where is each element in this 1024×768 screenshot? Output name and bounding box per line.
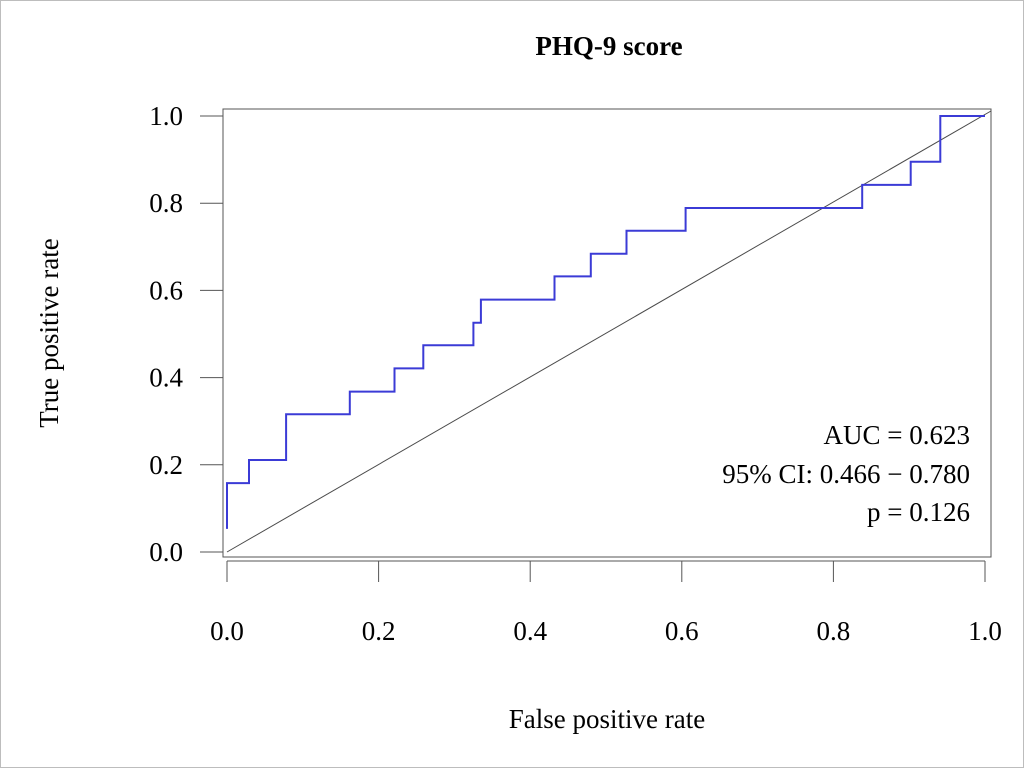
x-tick-label: 0.2	[362, 616, 396, 646]
plot-area-border	[222, 108, 992, 558]
chart-title: PHQ-9 score	[535, 31, 682, 61]
y-tick-label: 0.4	[149, 363, 183, 393]
p-value-annotation: p = 0.126	[867, 497, 970, 527]
y-tick-label: 1.0	[149, 101, 183, 131]
x-tick-label: 0.6	[665, 616, 699, 646]
auc-annotation: AUC = 0.623	[824, 420, 970, 450]
roc-curve	[226, 115, 985, 529]
y-tick-label: 0.2	[149, 450, 183, 480]
y-tick-label: 0.8	[149, 188, 183, 218]
x-tick-label: 0.4	[513, 616, 547, 646]
ci-annotation: 95% CI: 0.466 − 0.780	[722, 459, 970, 489]
y-axis: 0.0 0.2 0.4 0.6 0.8 1.0	[149, 101, 223, 567]
x-tick-label: 0.8	[817, 616, 851, 646]
x-axis: 0.0 0.2 0.4 0.6 0.8 1.0	[210, 560, 1002, 646]
y-tick-label: 0.6	[149, 275, 183, 305]
x-tick-label: 0.0	[210, 616, 244, 646]
x-tick-label: 1.0	[968, 616, 1002, 646]
y-axis-label: True positive rate	[34, 238, 64, 427]
y-tick-label: 0.0	[149, 537, 183, 567]
x-axis-label: False positive rate	[509, 704, 705, 734]
